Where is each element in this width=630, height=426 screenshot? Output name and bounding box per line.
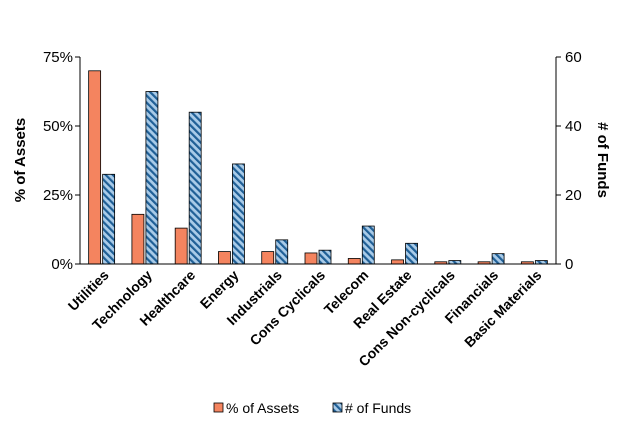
legend-swatch-funds [332,402,343,413]
bar-funds-9 [491,253,505,265]
plot-area [88,70,548,265]
bar-assets-7 [391,259,404,265]
bar-funds-10 [534,260,548,265]
y-tick-label-0: 0% [51,256,73,273]
bar-funds-2 [188,111,202,265]
bar-funds-5 [318,249,332,265]
bar-assets-5 [304,252,318,265]
bar-funds-8 [448,260,462,265]
y2-axis-title: # of Funds [594,122,611,198]
y-axis-title: % of Assets [12,118,29,202]
legend-label-assets: % of Assets [226,400,299,416]
y-tick-label-2: 50% [43,118,73,135]
bar-funds-6 [361,225,375,265]
y-tick-label-1: 25% [43,187,73,204]
legend: % of Assets # of Funds [213,400,411,416]
y2-tick-label-0: 0 [565,256,573,273]
category-label-5: Cons Cyclicals [246,267,328,349]
bar-funds-0 [102,173,116,265]
bar-assets-1 [131,213,145,265]
legend-swatch-assets [213,402,224,413]
bar-assets-3 [218,251,231,265]
bar-assets-6 [347,258,361,265]
category-label-10: Basic Materials [461,267,545,351]
bar-assets-0 [88,70,102,265]
bar-funds-7 [405,242,418,265]
bar-funds-4 [275,239,289,265]
bar-funds-3 [232,163,245,265]
y2-tick-label-3: 60 [565,49,582,66]
axes: UtilitiesTechnologyHealthcareEnergyIndus… [43,49,582,369]
bar-assets-2 [174,227,188,265]
y-tick-label-3: 75% [43,49,73,66]
y2-tick-label-1: 20 [565,187,582,204]
legend-label-funds: # of Funds [345,400,411,416]
bar-assets-4 [261,251,275,265]
bar-funds-1 [145,91,159,265]
y2-tick-label-2: 40 [565,118,582,135]
